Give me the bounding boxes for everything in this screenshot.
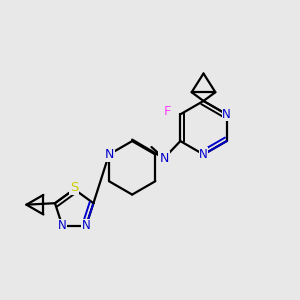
Text: N: N xyxy=(104,148,114,161)
Text: S: S xyxy=(70,181,78,194)
Text: N: N xyxy=(159,152,169,165)
Text: N: N xyxy=(58,219,67,232)
Text: N: N xyxy=(82,219,91,232)
Text: N: N xyxy=(199,148,208,161)
Text: N: N xyxy=(222,108,231,121)
Text: F: F xyxy=(164,106,171,118)
